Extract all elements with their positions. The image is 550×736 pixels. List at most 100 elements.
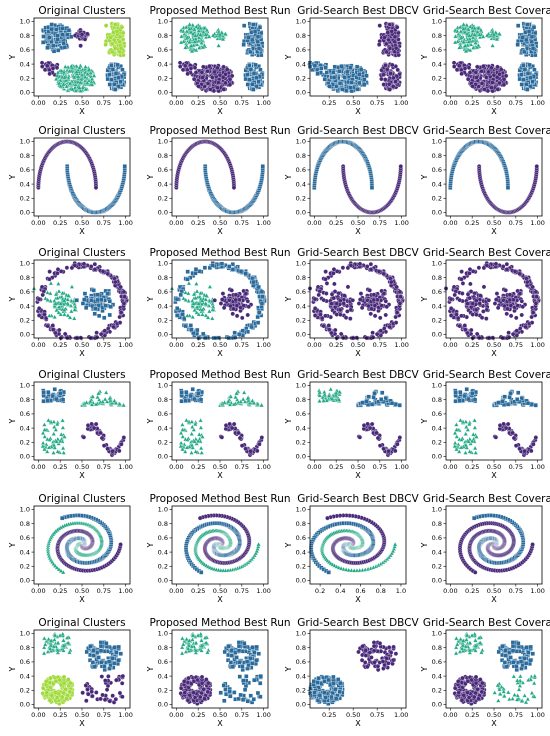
scatter-point <box>117 314 122 320</box>
scatter-point <box>53 76 59 81</box>
scatter-point <box>215 65 220 71</box>
scatter-point <box>77 79 83 85</box>
y-axis-label: Y <box>420 174 429 180</box>
scatter-point <box>506 334 512 340</box>
scatter-point <box>448 306 454 311</box>
x-tick-label: 1.00 <box>530 341 544 349</box>
scatter-point <box>51 419 57 424</box>
scatter-point <box>117 39 123 45</box>
scatter-point <box>109 63 114 68</box>
scatter-point <box>522 67 528 72</box>
x-tick-label: 0.00 <box>443 219 457 227</box>
y-tick-label: 1.0 <box>296 260 306 268</box>
y-tick-label: 0.4 <box>296 60 306 68</box>
x-tick-label: 0.50 <box>75 99 89 107</box>
scatter-point <box>368 261 374 267</box>
scatter-point <box>503 73 509 79</box>
y-tick-label: 1.0 <box>296 138 306 146</box>
x-tick-label: 0.75 <box>97 99 111 107</box>
scatter-point <box>348 85 353 90</box>
scatter-point <box>465 76 471 82</box>
scatter-point <box>233 297 239 303</box>
y-axis-label: Y <box>146 54 155 60</box>
scatter-point <box>245 82 250 87</box>
scatter-point <box>505 185 511 190</box>
scatter-point <box>515 23 521 28</box>
scatter-point <box>69 34 74 39</box>
y-tick-label: 0.0 <box>20 209 30 217</box>
scatter-point <box>220 36 226 42</box>
scatter-point <box>322 77 327 82</box>
scatter-point <box>193 47 199 53</box>
scatter-point <box>220 291 226 296</box>
scatter-point <box>195 327 200 333</box>
scatter-point <box>476 265 482 270</box>
scatter-point <box>192 65 198 70</box>
x-tick-label: 0.75 <box>97 341 111 349</box>
scatter-point <box>78 88 84 93</box>
scatter-point <box>40 440 46 445</box>
scatter-point <box>504 261 510 267</box>
scatter-point <box>340 265 346 270</box>
x-tick-label: 0.25 <box>329 341 343 349</box>
x-tick-label: 0.50 <box>487 341 501 349</box>
y-tick-label: 0.0 <box>158 331 168 339</box>
scatter-point <box>113 22 118 27</box>
scatter-point <box>236 332 242 337</box>
scatter-point <box>232 330 237 335</box>
scatter-point <box>231 185 237 190</box>
scatter-point <box>332 281 337 287</box>
scatter-point <box>327 84 332 89</box>
scatter-point <box>479 315 485 320</box>
scatter-point <box>459 276 464 282</box>
scatter-point <box>49 22 54 27</box>
scatter-point <box>116 75 121 81</box>
scatter-point <box>179 33 184 39</box>
scatter-point <box>530 45 536 51</box>
y-axis-label: Y <box>8 174 17 180</box>
y-tick-label: 0.6 <box>158 288 168 296</box>
scatter-point <box>102 328 108 333</box>
scatter-point <box>329 301 334 306</box>
scatter-point <box>383 329 389 335</box>
scatter-point <box>77 65 82 70</box>
y-tick-label: 0.6 <box>296 288 306 296</box>
x-tick-label: 1.00 <box>118 341 132 349</box>
y-tick-label: 0.8 <box>158 32 168 40</box>
scatter-point <box>389 279 394 285</box>
scatter-point <box>107 312 112 318</box>
x-tick-label: 0.00 <box>443 341 457 349</box>
scatter-point <box>495 64 500 70</box>
scatter-point <box>370 330 375 335</box>
y-tick-label: 0.4 <box>432 302 442 310</box>
scatter-point <box>94 334 100 340</box>
scatter-point <box>108 304 113 309</box>
scatter-point <box>60 32 65 37</box>
x-tick-label: 0.00 <box>169 341 183 349</box>
scatter-point <box>397 301 403 306</box>
scatter-point <box>73 88 79 93</box>
scatter-point <box>177 64 183 69</box>
scatter-point <box>55 267 61 272</box>
scatter-point <box>55 69 61 75</box>
scatter-point <box>251 71 257 76</box>
scatter-point <box>231 306 236 312</box>
y-tick-label: 0.8 <box>20 274 30 282</box>
scatter-point <box>459 269 464 274</box>
scatter-point <box>498 67 504 72</box>
scatter-point <box>338 312 343 317</box>
y-axis-label: Y <box>8 418 17 424</box>
scatter-point <box>383 312 388 318</box>
y-tick-label: 0.6 <box>296 46 306 54</box>
scatter-point <box>392 39 397 45</box>
scatter-point <box>243 271 248 276</box>
scatter-panel: Grid-Search Best Coverage0.000.250.500.7… <box>420 5 550 116</box>
panel-title: Grid-Search Best Coverage <box>423 5 550 17</box>
scatter-point <box>241 303 246 308</box>
scatter-point <box>51 431 57 436</box>
scatter-point <box>248 49 253 55</box>
scatter-point <box>350 298 356 303</box>
y-tick-label: 0.4 <box>20 180 30 188</box>
scatter-point <box>495 305 501 311</box>
